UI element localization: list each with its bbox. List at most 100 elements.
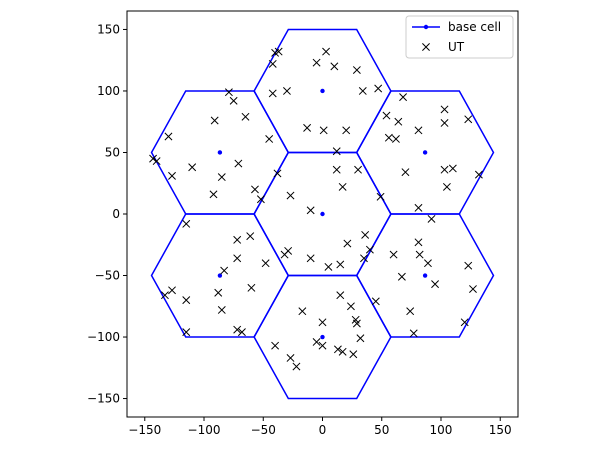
ut-point-78 — [214, 288, 223, 297]
ut-point-89 — [336, 291, 345, 300]
ut-point-51 — [414, 203, 423, 212]
hexagon-cell-6 — [355, 213, 495, 338]
ut-point-80 — [233, 325, 242, 334]
ut-point-85 — [312, 337, 321, 346]
ut-point-69 — [414, 238, 423, 247]
ut-point-82 — [182, 328, 191, 337]
ut-point-100 — [409, 329, 418, 338]
ut-point-68 — [397, 272, 406, 281]
hexagon-layer — [150, 28, 495, 400]
ut-point-24 — [256, 195, 265, 204]
ut-point-38 — [382, 111, 391, 120]
ut-point-28 — [286, 191, 295, 200]
ut-point-12 — [224, 88, 233, 97]
ut-point-7 — [268, 89, 277, 98]
ut-point-52 — [427, 214, 436, 223]
ut-point-25 — [209, 190, 218, 199]
ut-point-22 — [234, 159, 243, 168]
ut-point-19 — [168, 171, 176, 180]
ut-point-95 — [349, 350, 358, 359]
ut-point-76 — [168, 286, 176, 295]
ut-point-83 — [298, 307, 307, 316]
ut-point-32 — [342, 126, 351, 135]
ut-point-99 — [406, 307, 415, 316]
x-tick-label-2: −50 — [251, 423, 276, 437]
ut-point-70 — [415, 250, 424, 259]
ut-point-74 — [247, 283, 256, 292]
ut-point-63 — [343, 239, 352, 248]
ut-point-1 — [268, 59, 277, 68]
base-cell-point-6 — [422, 273, 428, 278]
ut-point-36 — [354, 165, 362, 174]
ut-point-88 — [338, 347, 347, 356]
base-cell-point-4 — [422, 150, 428, 155]
ut-point-29 — [306, 206, 315, 215]
ut-point-9 — [358, 87, 367, 95]
ut-point-81 — [237, 328, 246, 337]
ut-point-33 — [332, 147, 341, 156]
legend-label-base-cell: base cell — [448, 20, 501, 34]
ut-point-39 — [384, 133, 393, 142]
ut-point-92 — [352, 319, 361, 328]
y-tick-label-1: −100 — [87, 330, 120, 344]
ut-point-101 — [464, 261, 473, 270]
ut-point-15 — [210, 116, 219, 125]
base-cell-point-1 — [320, 88, 325, 94]
ut-point-17 — [149, 154, 158, 163]
y-tick-label-4: 50 — [105, 145, 120, 159]
ut-point-18 — [152, 157, 161, 166]
ut-point-37 — [376, 192, 385, 201]
ut-point-42 — [401, 168, 410, 177]
y-tick-label-5: 100 — [97, 84, 120, 98]
base-cell-point-3 — [217, 150, 223, 155]
x-tick-label-3: 0 — [319, 423, 327, 437]
ut-point-103 — [460, 318, 469, 327]
ut-point-62 — [336, 260, 345, 269]
ut-point-54 — [233, 235, 242, 244]
ut-point-71 — [423, 259, 432, 268]
legend-base-cell-marker — [423, 24, 429, 30]
ut-point-96 — [286, 353, 295, 362]
x-tick-label-4: 50 — [374, 423, 389, 437]
ut-point-26 — [265, 134, 274, 143]
base-cell-point-0 — [320, 211, 325, 217]
ut-point-23 — [251, 185, 259, 194]
y-tick-label-2: −50 — [95, 269, 120, 283]
legend-ut-marker — [422, 43, 430, 51]
ut-point-16 — [164, 132, 173, 141]
legend-label-ut: UT — [448, 40, 465, 54]
x-tick-label-5: 100 — [430, 423, 453, 437]
ut-point-21 — [217, 173, 226, 182]
hexagon-cell-5 — [150, 213, 290, 338]
ut-point-90 — [346, 302, 355, 311]
ut-point-57 — [261, 259, 270, 268]
x-axis-ticks: −150 −100 −50 0 50 100 150 — [128, 417, 512, 437]
ut-point-79 — [217, 306, 226, 314]
base-cell-point-2 — [320, 334, 325, 340]
ut-point-13 — [229, 96, 238, 105]
y-axis-ticks: −150 −100 −50 0 50 100 150 — [87, 22, 127, 406]
ut-point-94 — [371, 297, 380, 306]
ut-point-77 — [182, 296, 191, 305]
ut-point-73 — [220, 266, 229, 275]
y-tick-label-3: 0 — [112, 207, 120, 221]
plot-area — [149, 28, 495, 400]
ut-point-2 — [274, 47, 283, 56]
ut-point-46 — [464, 115, 473, 124]
ut-point-87 — [333, 345, 342, 354]
legend: base cell UT — [405, 15, 514, 59]
ut-point-14 — [241, 112, 250, 121]
ut-point-60 — [306, 254, 315, 263]
ut-point-30 — [303, 123, 312, 132]
ut-point-4 — [322, 47, 331, 56]
ut-point-59 — [280, 250, 289, 259]
ut-point-55 — [246, 232, 255, 241]
ut-point-34 — [332, 165, 341, 174]
ut-point-31 — [319, 126, 328, 135]
ut-point-67 — [389, 250, 398, 259]
x-tick-label-1: −100 — [188, 423, 221, 437]
ut-point-47 — [440, 165, 449, 174]
ut-point-86 — [318, 341, 327, 350]
